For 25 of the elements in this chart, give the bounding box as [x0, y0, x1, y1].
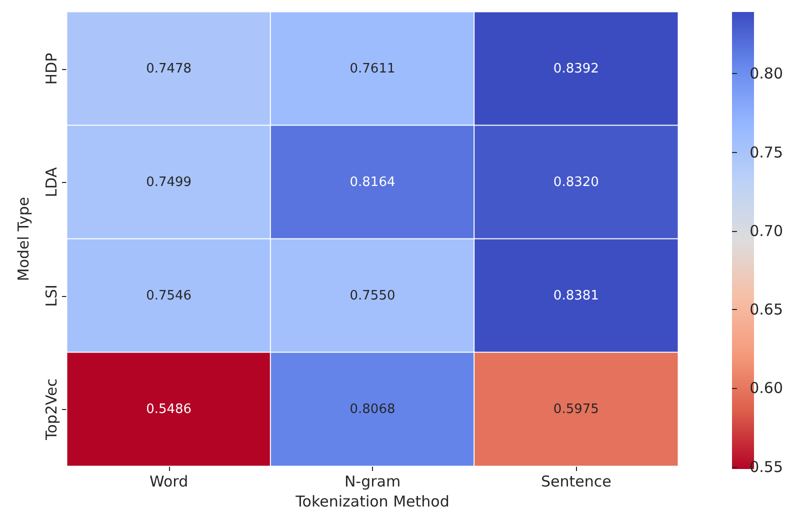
x-tick-label: N-gram — [344, 472, 401, 490]
y-tick-label: LDA — [42, 166, 60, 198]
color-bar-label: 0.65 — [750, 300, 784, 319]
y-tick-label: LSI — [42, 284, 60, 307]
data-label: 0.7546 — [146, 288, 192, 304]
y-tick-label: HDP — [42, 52, 60, 85]
data-label: 0.8381 — [553, 288, 599, 304]
data-label: 0.8320 — [553, 174, 599, 190]
data-label: 0.7611 — [350, 61, 396, 76]
color-bar-label: 0.70 — [750, 222, 784, 240]
data-label: 0.8392 — [553, 61, 599, 76]
data-label: 0.7550 — [350, 288, 396, 304]
y-axis-title: Model Type — [14, 196, 32, 282]
data-label: 0.5975 — [553, 402, 599, 417]
data-label: 0.8068 — [350, 402, 396, 417]
x-axis-title: Tokenization Method — [294, 492, 450, 510]
color-bar-label: 0.75 — [750, 143, 784, 162]
data-label: 0.7478 — [146, 61, 192, 76]
y-tick-label: Top2Vec — [42, 378, 60, 441]
data-label: 0.7499 — [146, 174, 192, 190]
x-tick-label: Word — [150, 472, 188, 490]
data-label: 0.5486 — [146, 402, 192, 417]
color-bar-label: 0.55 — [750, 458, 784, 476]
data-label: 0.8164 — [350, 174, 396, 190]
x-tick-label: Sentence — [540, 472, 612, 490]
